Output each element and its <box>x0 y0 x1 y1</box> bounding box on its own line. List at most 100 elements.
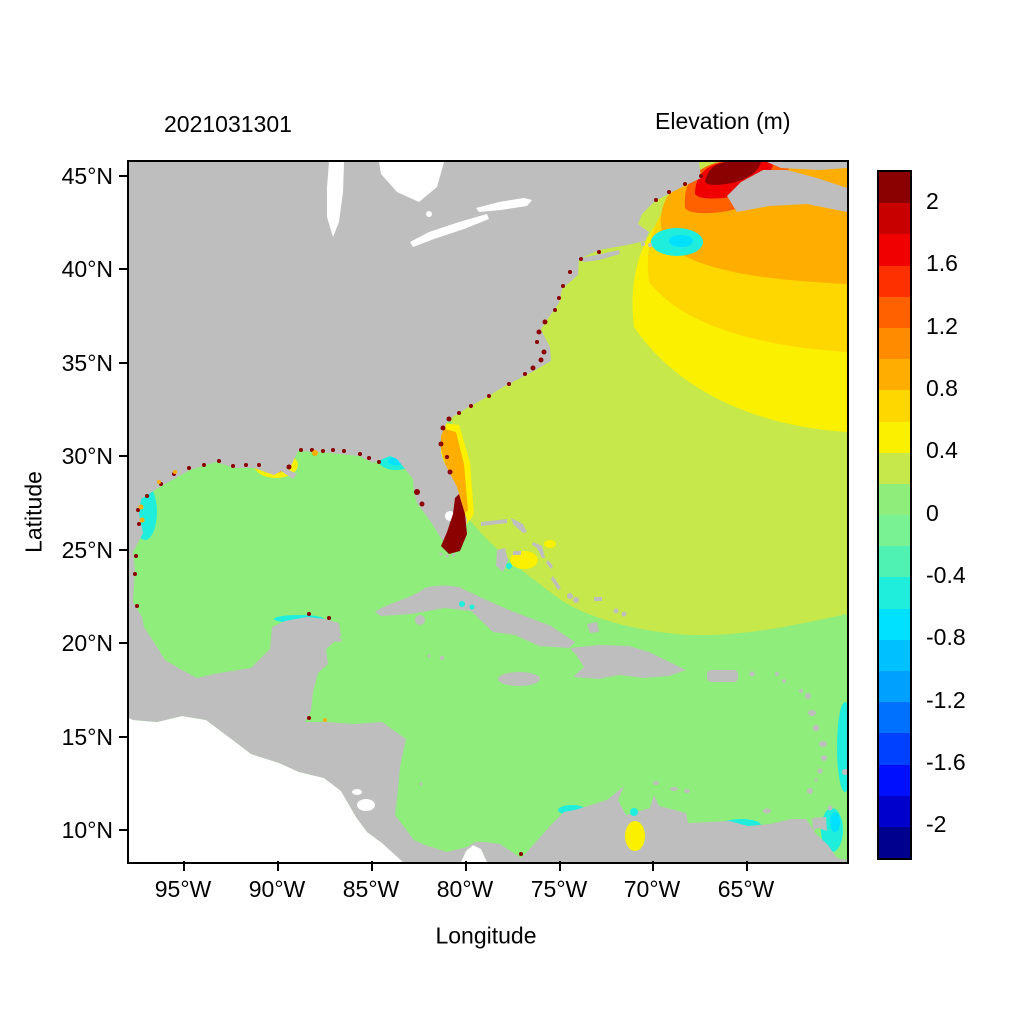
new-brunswick-pei-strip <box>767 162 847 170</box>
y-tick-40n: 40°N <box>49 256 127 283</box>
x-axis-label: Longitude <box>435 922 537 949</box>
x-tick-75w: 75°W <box>511 861 607 903</box>
isla-de-la-juventud <box>415 615 425 625</box>
y-tick-10n: 10°N <box>49 817 127 844</box>
cb-label-0p8: 0.8 <box>926 375 958 401</box>
puerto-rico <box>707 670 738 682</box>
lake-michigan <box>327 162 344 237</box>
x-tick-70w: 70°W <box>604 861 700 903</box>
florida-keys-1 <box>439 552 443 556</box>
great-inagua <box>587 622 599 633</box>
colorbar-cell <box>879 826 910 859</box>
lake-st-clair <box>426 211 432 217</box>
grenada <box>807 788 813 794</box>
nova-scotia <box>727 170 847 212</box>
crooked-island <box>567 593 573 599</box>
margarita <box>763 808 771 814</box>
colorbar-cell <box>879 234 910 266</box>
colorbar-title: Elevation (m) <box>655 108 791 134</box>
virgin-islands <box>749 671 755 677</box>
lake-nicaragua <box>357 799 375 811</box>
marthas-vineyard <box>641 242 645 246</box>
cb-label-m1p2: -1.2 <box>926 687 966 713</box>
zone-georges-bank-cyan <box>669 235 693 247</box>
colorbar-cell <box>879 483 910 516</box>
x-tick-80w: 80°W <box>417 861 513 903</box>
north-central-south-america-mainland <box>129 162 847 862</box>
y-tick-30n: 30°N <box>49 443 127 470</box>
colorbar-cell <box>879 296 910 328</box>
zone-bahamas-teal-2 <box>506 563 512 569</box>
mayaguana <box>594 597 602 601</box>
lake-maracaibo-yellow <box>625 821 645 851</box>
andros <box>496 548 508 572</box>
long-island-bahamas <box>551 576 561 590</box>
colorbar-cell <box>879 639 910 671</box>
colorbar-cell <box>879 265 910 297</box>
colorbar-cell <box>879 702 910 734</box>
florida-keys-2 <box>445 554 449 558</box>
cb-label-m0p4: -0.4 <box>926 562 966 588</box>
colorbar-cell <box>879 764 910 796</box>
long-island <box>581 250 620 262</box>
zone-nefl-orange-strip <box>438 428 468 516</box>
zone-bahamas-yellow <box>510 551 538 569</box>
grand-cayman <box>440 656 444 660</box>
lake-huron <box>379 162 444 202</box>
grenadines <box>814 778 818 782</box>
pacific-ocean-mask <box>129 716 487 862</box>
batabano-teal-2 <box>469 604 475 610</box>
barbuda <box>799 689 803 693</box>
colorbar-cell <box>879 733 910 765</box>
antigua <box>805 693 811 699</box>
pacific-white <box>129 716 403 862</box>
new-providence <box>513 551 521 555</box>
gulf-of-panama-white <box>461 845 487 862</box>
colorbar-cells <box>877 170 912 860</box>
nantucket <box>648 243 652 247</box>
tobago <box>827 805 833 811</box>
gulf-of-venezuela-teal <box>630 808 638 816</box>
x-tick-85w: 85°W <box>323 861 419 903</box>
orange-coastal-speckles <box>138 450 327 722</box>
bonaire <box>684 789 690 793</box>
cb-label-m0p8: -0.8 <box>926 624 966 650</box>
martinique <box>819 741 827 747</box>
st-lucia <box>821 755 827 761</box>
lake-managua <box>352 789 362 795</box>
trinidad <box>812 817 827 831</box>
y-tick-15n: 15°N <box>49 724 127 751</box>
colorbar-cell <box>879 421 910 453</box>
barbados <box>842 769 847 775</box>
colorbar-cell <box>879 515 910 547</box>
cat-island <box>546 560 553 569</box>
run-timestamp-title: 2021031301 <box>164 111 292 137</box>
colorbar-cell <box>879 546 910 578</box>
dominica <box>813 724 819 732</box>
colorbar-cell <box>879 577 910 609</box>
cb-label-0: 0 <box>926 500 939 526</box>
caicos <box>613 608 619 614</box>
acklins <box>573 597 579 603</box>
eleuthera <box>532 542 545 558</box>
cb-label-1p6: 1.6 <box>926 250 958 276</box>
turks <box>621 611 627 617</box>
colorbar-cell <box>879 671 910 703</box>
south-florida-lagoons-darkred <box>441 494 467 554</box>
y-tick-35n: 35°N <box>49 350 127 377</box>
cb-label-2: 2 <box>926 188 939 214</box>
cayman-brac <box>427 654 431 658</box>
y-tick-45n: 45°N <box>49 163 127 190</box>
y-tick-25n: 25°N <box>49 537 127 564</box>
colorbar-cell <box>879 203 910 235</box>
land-masses <box>129 162 847 862</box>
lake-erie <box>410 214 489 247</box>
zone-orinoco-cyan <box>830 812 840 832</box>
x-tick-65w: 65°W <box>698 861 794 903</box>
colorbar-cell <box>879 359 910 391</box>
aruba <box>653 781 659 785</box>
coastal-extremes <box>133 174 703 856</box>
colorbar-cell <box>879 327 910 360</box>
grand-bahama <box>481 519 507 526</box>
